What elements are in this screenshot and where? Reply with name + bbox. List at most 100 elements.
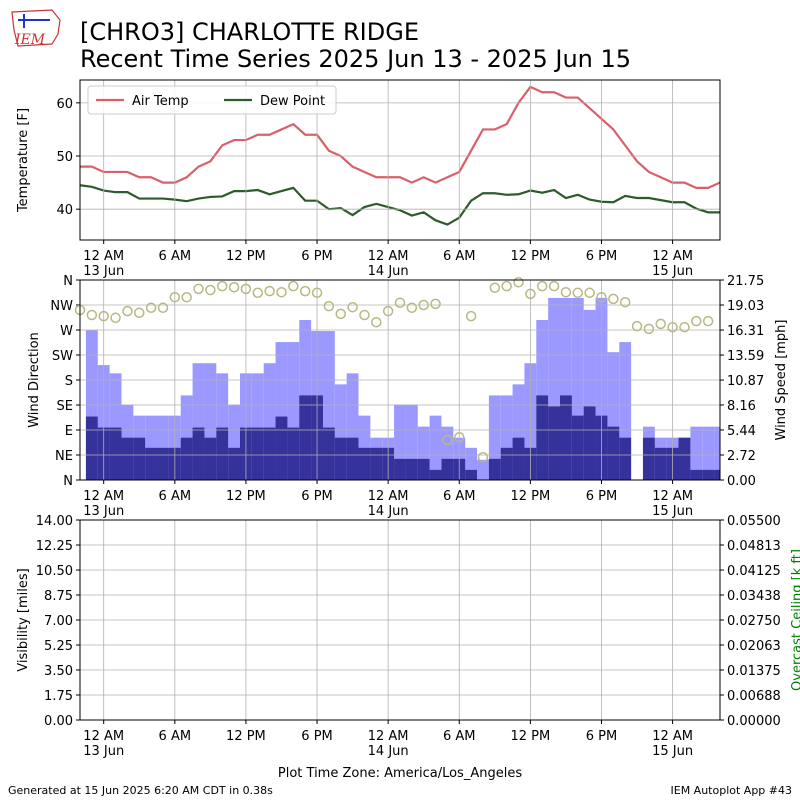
direction-point [667, 321, 678, 333]
legend-box [87, 85, 337, 115]
direction-point [134, 307, 145, 319]
y-tick-label: 5.25 [44, 639, 73, 654]
bar [678, 437, 691, 480]
bar [488, 458, 501, 480]
y2-tick-label: 0.02063 [727, 639, 781, 654]
y2-tick-label: 5.44 [727, 424, 756, 439]
x-tick-label: 12 AM 14 Jun [368, 489, 409, 519]
direction-point [252, 287, 264, 299]
y-tick-label: 8.75 [44, 589, 73, 604]
x-tick-label: 12 AM 13 Jun [83, 249, 124, 279]
legend-label: Air Temp [132, 94, 189, 109]
direction-point [181, 291, 192, 303]
bar [204, 363, 217, 480]
direction-point [454, 431, 465, 443]
bar [216, 427, 229, 480]
bar [607, 352, 620, 480]
direction-point [513, 276, 524, 288]
bar [287, 342, 300, 480]
bar [251, 427, 264, 480]
direction-point [501, 280, 512, 292]
direction-point [655, 318, 666, 330]
direction-point [359, 309, 370, 321]
bar [334, 437, 347, 480]
direction-point [418, 299, 429, 311]
direction-point [619, 296, 631, 308]
direction-point [157, 302, 169, 314]
direction-point [347, 301, 358, 313]
y-axis-label: Temperature [F] [16, 108, 31, 213]
bar [85, 416, 98, 480]
direction-point [631, 320, 643, 332]
x-tick-label: 6 PM [586, 249, 617, 264]
direction-point [122, 305, 133, 317]
y2-tick-label: 2.72 [727, 449, 756, 464]
plot-frame [79, 79, 721, 241]
bar [275, 342, 288, 480]
direction-point [193, 283, 204, 295]
x-tick-label: 12 AM 13 Jun [83, 489, 124, 519]
direction-point [679, 321, 690, 333]
panel: 12 AM 13 Jun 6 AM 12 PM 6 PM 12 AM 14 Jun 6 AM 1… [27, 274, 789, 519]
y-tick-label: 50 [56, 150, 73, 165]
x-tick-label: 6 AM [443, 489, 476, 504]
x-tick-label: 12 PM [511, 249, 551, 264]
logo: IEM [11, 9, 61, 48]
direction-point [335, 308, 346, 320]
y2-tick-label: 19.03 [727, 299, 764, 314]
bar [251, 373, 264, 480]
direction-point [299, 285, 311, 297]
bar [299, 395, 312, 480]
direction-point [430, 298, 441, 310]
direction-point [702, 315, 714, 327]
bar [690, 426, 703, 480]
direction-point [477, 451, 489, 463]
y-tick-label: 3.50 [44, 664, 73, 679]
bar [263, 427, 276, 480]
direction-point [691, 315, 702, 327]
y-tick-label: E [65, 424, 73, 439]
bar [429, 415, 442, 480]
bar [512, 384, 525, 480]
bar [358, 447, 371, 480]
bar [619, 437, 632, 480]
legend: Air Temp Dew Point [87, 85, 337, 115]
bar [571, 297, 584, 480]
bar [583, 309, 596, 480]
bar [263, 363, 276, 480]
bar [109, 427, 122, 480]
y2-axis-label: Wind Speed [mph] [774, 320, 789, 441]
bar [714, 426, 720, 480]
y-tick-label: W [60, 324, 73, 339]
direction-point [323, 300, 335, 312]
y2-tick-label: 0.00000 [727, 714, 781, 729]
bar [536, 395, 549, 480]
bar [441, 426, 454, 480]
x-tick-label: 12 PM [511, 489, 551, 504]
bar [334, 384, 347, 480]
bar [157, 447, 169, 480]
direction-point [465, 310, 477, 322]
y2-tick-label: 0.03438 [727, 589, 781, 604]
bar [548, 406, 560, 480]
x-tick-label: 6 AM [443, 249, 476, 264]
x-tick-label: 6 AM [159, 729, 192, 744]
direction-point [572, 287, 584, 299]
bar [477, 459, 489, 480]
y-tick-label: 60 [56, 97, 73, 112]
y2-tick-label: 16.31 [727, 324, 764, 339]
x-tick-label: 12 AM 14 Jun [368, 729, 409, 759]
direction-point [489, 282, 501, 294]
bar [228, 447, 240, 480]
y2-tick-label: 0.04125 [727, 564, 781, 579]
direction-point [394, 297, 406, 309]
bar [370, 447, 383, 480]
bar [417, 458, 430, 480]
direction-point [228, 281, 240, 293]
x-tick-label: 6 PM [586, 489, 617, 504]
subtitle: Recent Time Series 2025 Jun 13 - 2025 Ju… [80, 45, 631, 73]
legend-label: Dew Point [260, 94, 325, 109]
direction-point [288, 280, 299, 292]
logo-text: IEM [14, 32, 46, 48]
